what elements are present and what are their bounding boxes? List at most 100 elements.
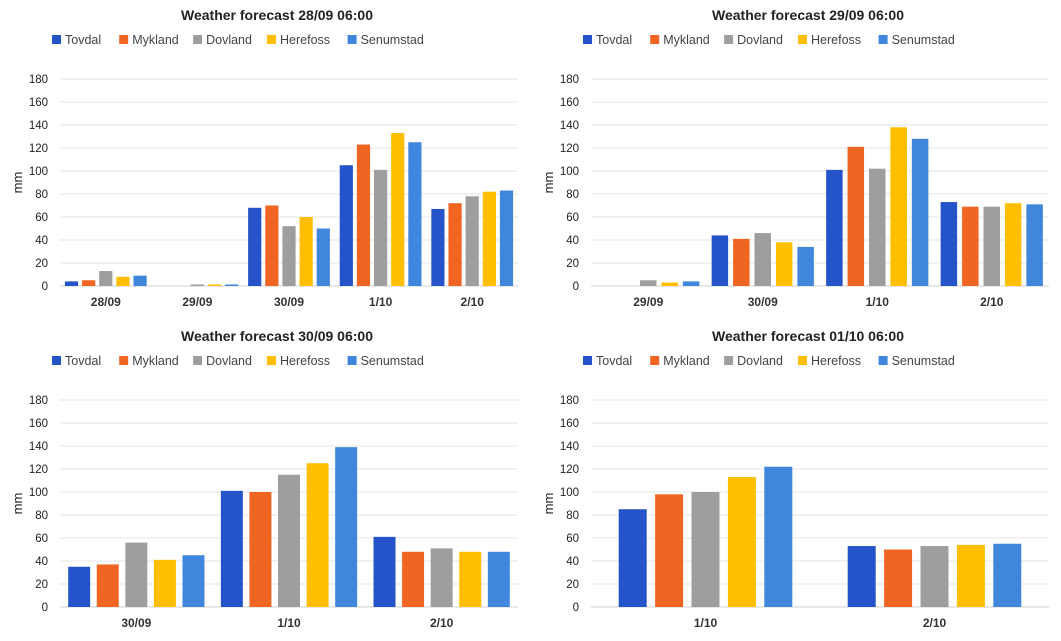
y-tick-label: 80 bbox=[35, 510, 48, 522]
bars bbox=[640, 127, 1043, 286]
x-tick-label: 29/09 bbox=[633, 295, 663, 309]
legend-item-dovland: Dovland bbox=[193, 33, 252, 47]
bar-senumstad-30-09 bbox=[797, 246, 814, 286]
bar-tovdal-1-10 bbox=[826, 169, 843, 286]
chart-title: Weather forecast 30/09 06:00 bbox=[181, 328, 373, 344]
x-tick-label: 30/09 bbox=[274, 295, 304, 309]
legend-label-dovland: Dovland bbox=[737, 354, 783, 368]
y-tick-label: 0 bbox=[42, 281, 48, 293]
x-tick-label: 1/10 bbox=[277, 616, 301, 630]
x-tick-label: 2/10 bbox=[980, 295, 1004, 309]
y-tick-label: 0 bbox=[42, 602, 48, 614]
legend-item-tovdal: Tovdal bbox=[52, 354, 101, 368]
legend-label-dovland: Dovland bbox=[206, 354, 252, 368]
y-tick-label: 60 bbox=[35, 212, 48, 224]
legend-swatch-senumstad bbox=[347, 35, 357, 44]
y-axis-label: mm bbox=[10, 172, 25, 194]
legend-item-tovdal: Tovdal bbox=[583, 33, 632, 47]
bars bbox=[618, 466, 1022, 607]
x-tick-label: 2/10 bbox=[430, 616, 454, 630]
legend-swatch-mykland bbox=[119, 356, 129, 365]
bar-tovdal-30-09 bbox=[711, 235, 729, 286]
legend-swatch-dovland bbox=[724, 35, 734, 44]
bar-senumstad-2-10 bbox=[1026, 204, 1043, 286]
y-tick-label: 0 bbox=[573, 281, 579, 293]
bar-dovland-2-10 bbox=[983, 206, 1000, 286]
bar-mykland-1-10 bbox=[847, 146, 865, 286]
y-tick-label: 40 bbox=[566, 235, 579, 247]
bar-herefoss-30-09 bbox=[299, 217, 313, 286]
bar-tovdal-2-10 bbox=[431, 208, 445, 286]
legend: Tovdal Mykland Dovland Herefoss Senumstad bbox=[583, 354, 955, 368]
legend-swatch-herefoss bbox=[267, 35, 276, 44]
legend-swatch-dovland bbox=[724, 356, 734, 365]
legend-label-tovdal: Tovdal bbox=[65, 354, 101, 368]
bar-senumstad-2-10 bbox=[487, 551, 510, 607]
bar-herefoss-28-09 bbox=[116, 276, 130, 286]
y-tick-label: 140 bbox=[560, 120, 579, 132]
x-tick-label: 1/10 bbox=[866, 295, 890, 309]
legend-swatch-mykland bbox=[650, 356, 660, 365]
x-tick-label: 28/09 bbox=[91, 295, 121, 309]
bar-tovdal-2-10 bbox=[940, 202, 958, 286]
chart-panel-3: Weather forecast 30/09 06:00 Tovdal Myklan… bbox=[0, 321, 530, 641]
y-tick-label: 60 bbox=[566, 212, 579, 224]
bar-tovdal-1-10 bbox=[220, 490, 243, 607]
bar-dovland-2-10 bbox=[465, 196, 479, 286]
bar-herefoss-1-10 bbox=[306, 463, 329, 607]
bar-mykland-30-09 bbox=[733, 238, 750, 286]
y-tick-label: 160 bbox=[29, 97, 48, 109]
bar-tovdal-2-10 bbox=[847, 546, 876, 607]
bar-herefoss-1-10 bbox=[890, 127, 907, 286]
bar-herefoss-2-10 bbox=[1004, 203, 1022, 286]
bar-senumstad-1-10 bbox=[408, 142, 422, 286]
legend-item-mykland: Mykland bbox=[119, 354, 179, 368]
bar-tovdal-30-09 bbox=[248, 207, 262, 286]
bar-mykland-2-10 bbox=[448, 203, 462, 286]
legend-item-senumstad: Senumstad bbox=[878, 354, 955, 368]
bar-herefoss-2-10 bbox=[482, 191, 496, 286]
bar-mykland-1-10 bbox=[249, 492, 272, 607]
y-axis-label: mm bbox=[541, 493, 556, 515]
bar-herefoss-1-10 bbox=[391, 133, 405, 286]
bar-mykland-30-09 bbox=[265, 205, 279, 286]
bar-senumstad-29-09 bbox=[225, 284, 239, 286]
legend-item-mykland: Mykland bbox=[119, 33, 179, 47]
y-tick-label: 80 bbox=[566, 510, 579, 522]
x-tick-label: 30/09 bbox=[121, 616, 151, 630]
y-tick-label: 20 bbox=[35, 258, 48, 270]
legend-item-senumstad: Senumstad bbox=[347, 33, 424, 47]
bar-senumstad-1-10 bbox=[911, 138, 929, 286]
bar-herefoss-29-09 bbox=[207, 284, 222, 286]
legend-label-senumstad: Senumstad bbox=[892, 354, 955, 368]
legend-label-herefoss: Herefoss bbox=[811, 33, 861, 47]
y-tick-label: 100 bbox=[560, 166, 579, 178]
y-tick-label: 40 bbox=[566, 556, 579, 568]
y-axis-label: mm bbox=[10, 493, 25, 515]
y-tick-label: 20 bbox=[35, 579, 48, 591]
bar-tovdal-1-10 bbox=[339, 165, 353, 286]
legend: Tovdal Mykland Dovland Herefoss Senumstad bbox=[52, 33, 424, 47]
legend-item-herefoss: Herefoss bbox=[798, 354, 861, 368]
gridlines bbox=[60, 78, 518, 264]
legend-swatch-dovland bbox=[193, 35, 203, 44]
y-tick-label: 100 bbox=[560, 487, 579, 499]
legend-label-mykland: Mykland bbox=[132, 354, 179, 368]
bar-dovland-30-09 bbox=[282, 226, 296, 286]
x-tick-label: 1/10 bbox=[369, 295, 393, 309]
bar-dovland-1-10 bbox=[869, 168, 886, 286]
y-tick-label: 140 bbox=[29, 120, 48, 132]
legend-label-mykland: Mykland bbox=[132, 33, 179, 47]
y-tick-label: 40 bbox=[35, 235, 48, 247]
legend-label-tovdal: Tovdal bbox=[65, 33, 101, 47]
chart-29-09: Weather forecast 29/09 06:00 Tovdal Myklan… bbox=[541, 7, 1049, 309]
legend-item-dovland: Dovland bbox=[193, 354, 252, 368]
y-tick-label: 120 bbox=[560, 464, 579, 476]
legend-label-senumstad: Senumstad bbox=[361, 33, 424, 47]
legend-swatch-mykland bbox=[119, 35, 129, 44]
bar-mykland-28-09 bbox=[82, 280, 96, 286]
bar-dovland-28-09 bbox=[99, 271, 113, 286]
legend-label-herefoss: Herefoss bbox=[280, 33, 330, 47]
legend-item-tovdal: Tovdal bbox=[52, 33, 101, 47]
chart-panel-4: Weather forecast 01/10 06:00 Tovdal Myklan… bbox=[531, 321, 1061, 641]
